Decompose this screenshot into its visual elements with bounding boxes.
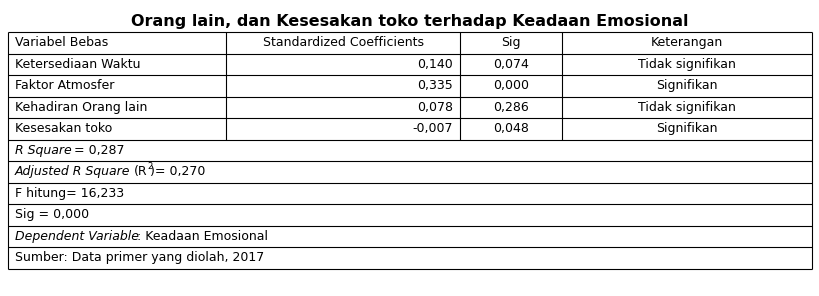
Text: 0,048: 0,048 [493,122,528,135]
Text: Kesesakan toko: Kesesakan toko [15,122,112,135]
Text: Dependent Variable: Dependent Variable [15,230,139,243]
Text: 0,140: 0,140 [417,58,453,71]
Text: 2: 2 [147,162,152,171]
Text: (R: (R [133,165,147,178]
Text: Faktor Atmosfer: Faktor Atmosfer [15,79,114,92]
Text: : Keadaan Emosional: : Keadaan Emosional [137,230,268,243]
Text: Tidak signifikan: Tidak signifikan [637,58,735,71]
Text: Signifikan: Signifikan [656,122,717,135]
Text: Kehadiran Orang lain: Kehadiran Orang lain [15,101,147,114]
Text: Tidak signifikan: Tidak signifikan [637,101,735,114]
Text: R Square: R Square [15,144,72,157]
Text: Signifikan: Signifikan [656,79,717,92]
Text: Sig: Sig [501,36,520,49]
Text: 0,335: 0,335 [417,79,453,92]
Text: 0,074: 0,074 [493,58,528,71]
Text: 0,078: 0,078 [417,101,453,114]
Text: F hitung= 16,233: F hitung= 16,233 [15,187,124,200]
Text: 0,000: 0,000 [493,79,528,92]
Text: Ketersediaan Waktu: Ketersediaan Waktu [15,58,140,71]
Text: Orang lain, dan Kesesakan toko terhadap Keadaan Emosional: Orang lain, dan Kesesakan toko terhadap … [131,14,688,29]
Text: )= 0,270: )= 0,270 [150,165,205,178]
Text: Adjusted R Square: Adjusted R Square [15,165,134,178]
Text: Standardized Coefficients: Standardized Coefficients [262,36,423,49]
Text: Keterangan: Keterangan [650,36,722,49]
Text: Variabel Bebas: Variabel Bebas [15,36,108,49]
Text: -0,007: -0,007 [412,122,453,135]
Text: 0,286: 0,286 [493,101,528,114]
Text: = 0,287: = 0,287 [74,144,124,157]
Text: Sumber: Data primer yang diolah, 2017: Sumber: Data primer yang diolah, 2017 [15,251,264,264]
Text: Sig = 0,000: Sig = 0,000 [15,208,89,221]
